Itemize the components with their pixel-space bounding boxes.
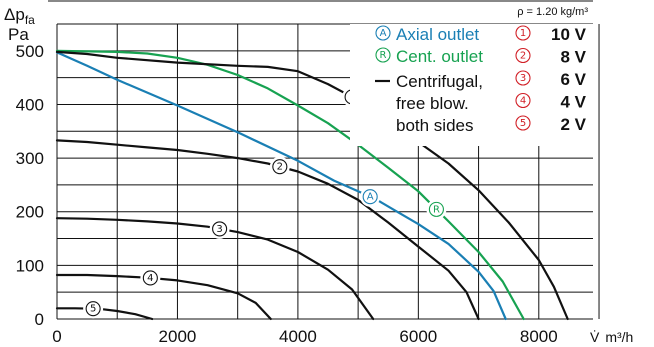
x-tick-label: 2000 <box>159 327 197 346</box>
series-line-4 <box>55 273 272 321</box>
x-tick-label: 0 <box>52 327 61 346</box>
legend-marker-ring <box>375 47 391 63</box>
voltage-label: 4 V <box>560 93 586 112</box>
voltage-marker-ring <box>515 115 531 131</box>
y-axis-symbol: Δp <box>4 5 25 24</box>
series-marker-2-text: 2 <box>277 162 283 173</box>
series-marker-3: 3 <box>209 218 230 239</box>
voltage-marker-ring <box>515 47 531 64</box>
series-marker-R-ring <box>428 201 444 217</box>
voltage-marker-4: 4 <box>515 92 531 109</box>
legend-marker-R: R <box>375 47 391 63</box>
legend-label: Cent. outlet <box>396 47 483 66</box>
y-tick-label: 200 <box>16 203 44 222</box>
series-marker-R: R <box>426 199 447 220</box>
voltage-marker-text: 2 <box>520 51 526 62</box>
series-marker-5-text: 5 <box>90 304 96 315</box>
voltage-marker-text: 1 <box>520 28 526 39</box>
series-line-R <box>55 49 525 321</box>
series-marker-4-text: 4 <box>147 273 153 284</box>
legend-marker-ring <box>375 25 391 41</box>
series-marker-A: A <box>360 186 381 207</box>
series-marker-5-ring <box>85 301 101 317</box>
x-tick-label: 6000 <box>399 327 437 346</box>
legend: A Axial outlet R Cent. outlet Centrifugal, fr… <box>350 24 593 146</box>
series-marker-5: 5 <box>83 298 104 319</box>
x-tick-label: 4000 <box>279 327 317 346</box>
y-axis-subscript: fa <box>25 13 35 27</box>
y-tick-label: 400 <box>16 95 44 114</box>
legend-label-line: both sides <box>396 116 474 135</box>
series-marker-A-text: A <box>367 192 374 203</box>
voltage-marker-ring <box>515 70 531 86</box>
x-tick-label: 8000 <box>520 327 558 346</box>
voltage-label: 6 V <box>560 70 586 89</box>
voltage-marker-2: 2 <box>515 47 531 64</box>
legend-marker-text: A <box>380 28 387 39</box>
y-tick-label: 100 <box>16 256 44 275</box>
series-line-5 <box>55 307 154 321</box>
y-axis-label: Δpfa <box>4 5 35 27</box>
series-marker-R-text: R <box>433 204 440 215</box>
voltage-marker-5: 5 <box>515 115 531 131</box>
series-marker-4: 4 <box>140 267 161 288</box>
y-axis-unit: Pa <box>8 25 29 44</box>
series-marker-2-ring <box>272 159 288 175</box>
voltage-label: 2 V <box>560 115 586 134</box>
x-axis-unit: m³/h <box>605 329 633 345</box>
x-axis-symbol: V̇ <box>590 329 600 345</box>
voltage-marker-1: 1 <box>515 25 531 41</box>
y-tick-label: 0 <box>35 310 44 329</box>
series-line-A <box>55 51 507 321</box>
series-marker-2: 2 <box>269 156 290 177</box>
legend-marker-A: A <box>375 25 391 41</box>
voltage-marker-text: 4 <box>520 96 526 107</box>
legend-label-line: free blow. <box>396 94 469 113</box>
legend-label: Axial outlet <box>396 25 479 44</box>
voltage-marker-text: 3 <box>520 73 526 84</box>
legend-background <box>350 24 593 146</box>
voltage-label: 10 V <box>551 25 587 44</box>
y-tick-label: 500 <box>16 42 44 61</box>
voltage-marker-ring <box>515 92 531 109</box>
density-label: ρ = 1.20 kg/m³ <box>517 6 588 18</box>
x-axis-label: V̇ m³/h <box>590 329 633 345</box>
y-tick-label: 300 <box>16 149 44 168</box>
voltage-marker-ring <box>515 25 531 41</box>
series-marker-3-ring <box>212 221 228 237</box>
voltage-marker-text: 5 <box>520 118 526 129</box>
tick-labels: 0 2000 4000 6000 8000 0 100 200 300 400 500 <box>16 42 558 346</box>
series-marker-A-ring <box>362 189 378 205</box>
voltage-label: 8 V <box>560 48 586 67</box>
legend-label-line: Centrifugal, <box>396 72 483 91</box>
legend-marker-text: R <box>380 50 387 61</box>
series-marker-3-text: 3 <box>216 224 222 235</box>
series-marker-4-ring <box>142 270 158 286</box>
voltage-marker-3: 3 <box>515 70 531 86</box>
